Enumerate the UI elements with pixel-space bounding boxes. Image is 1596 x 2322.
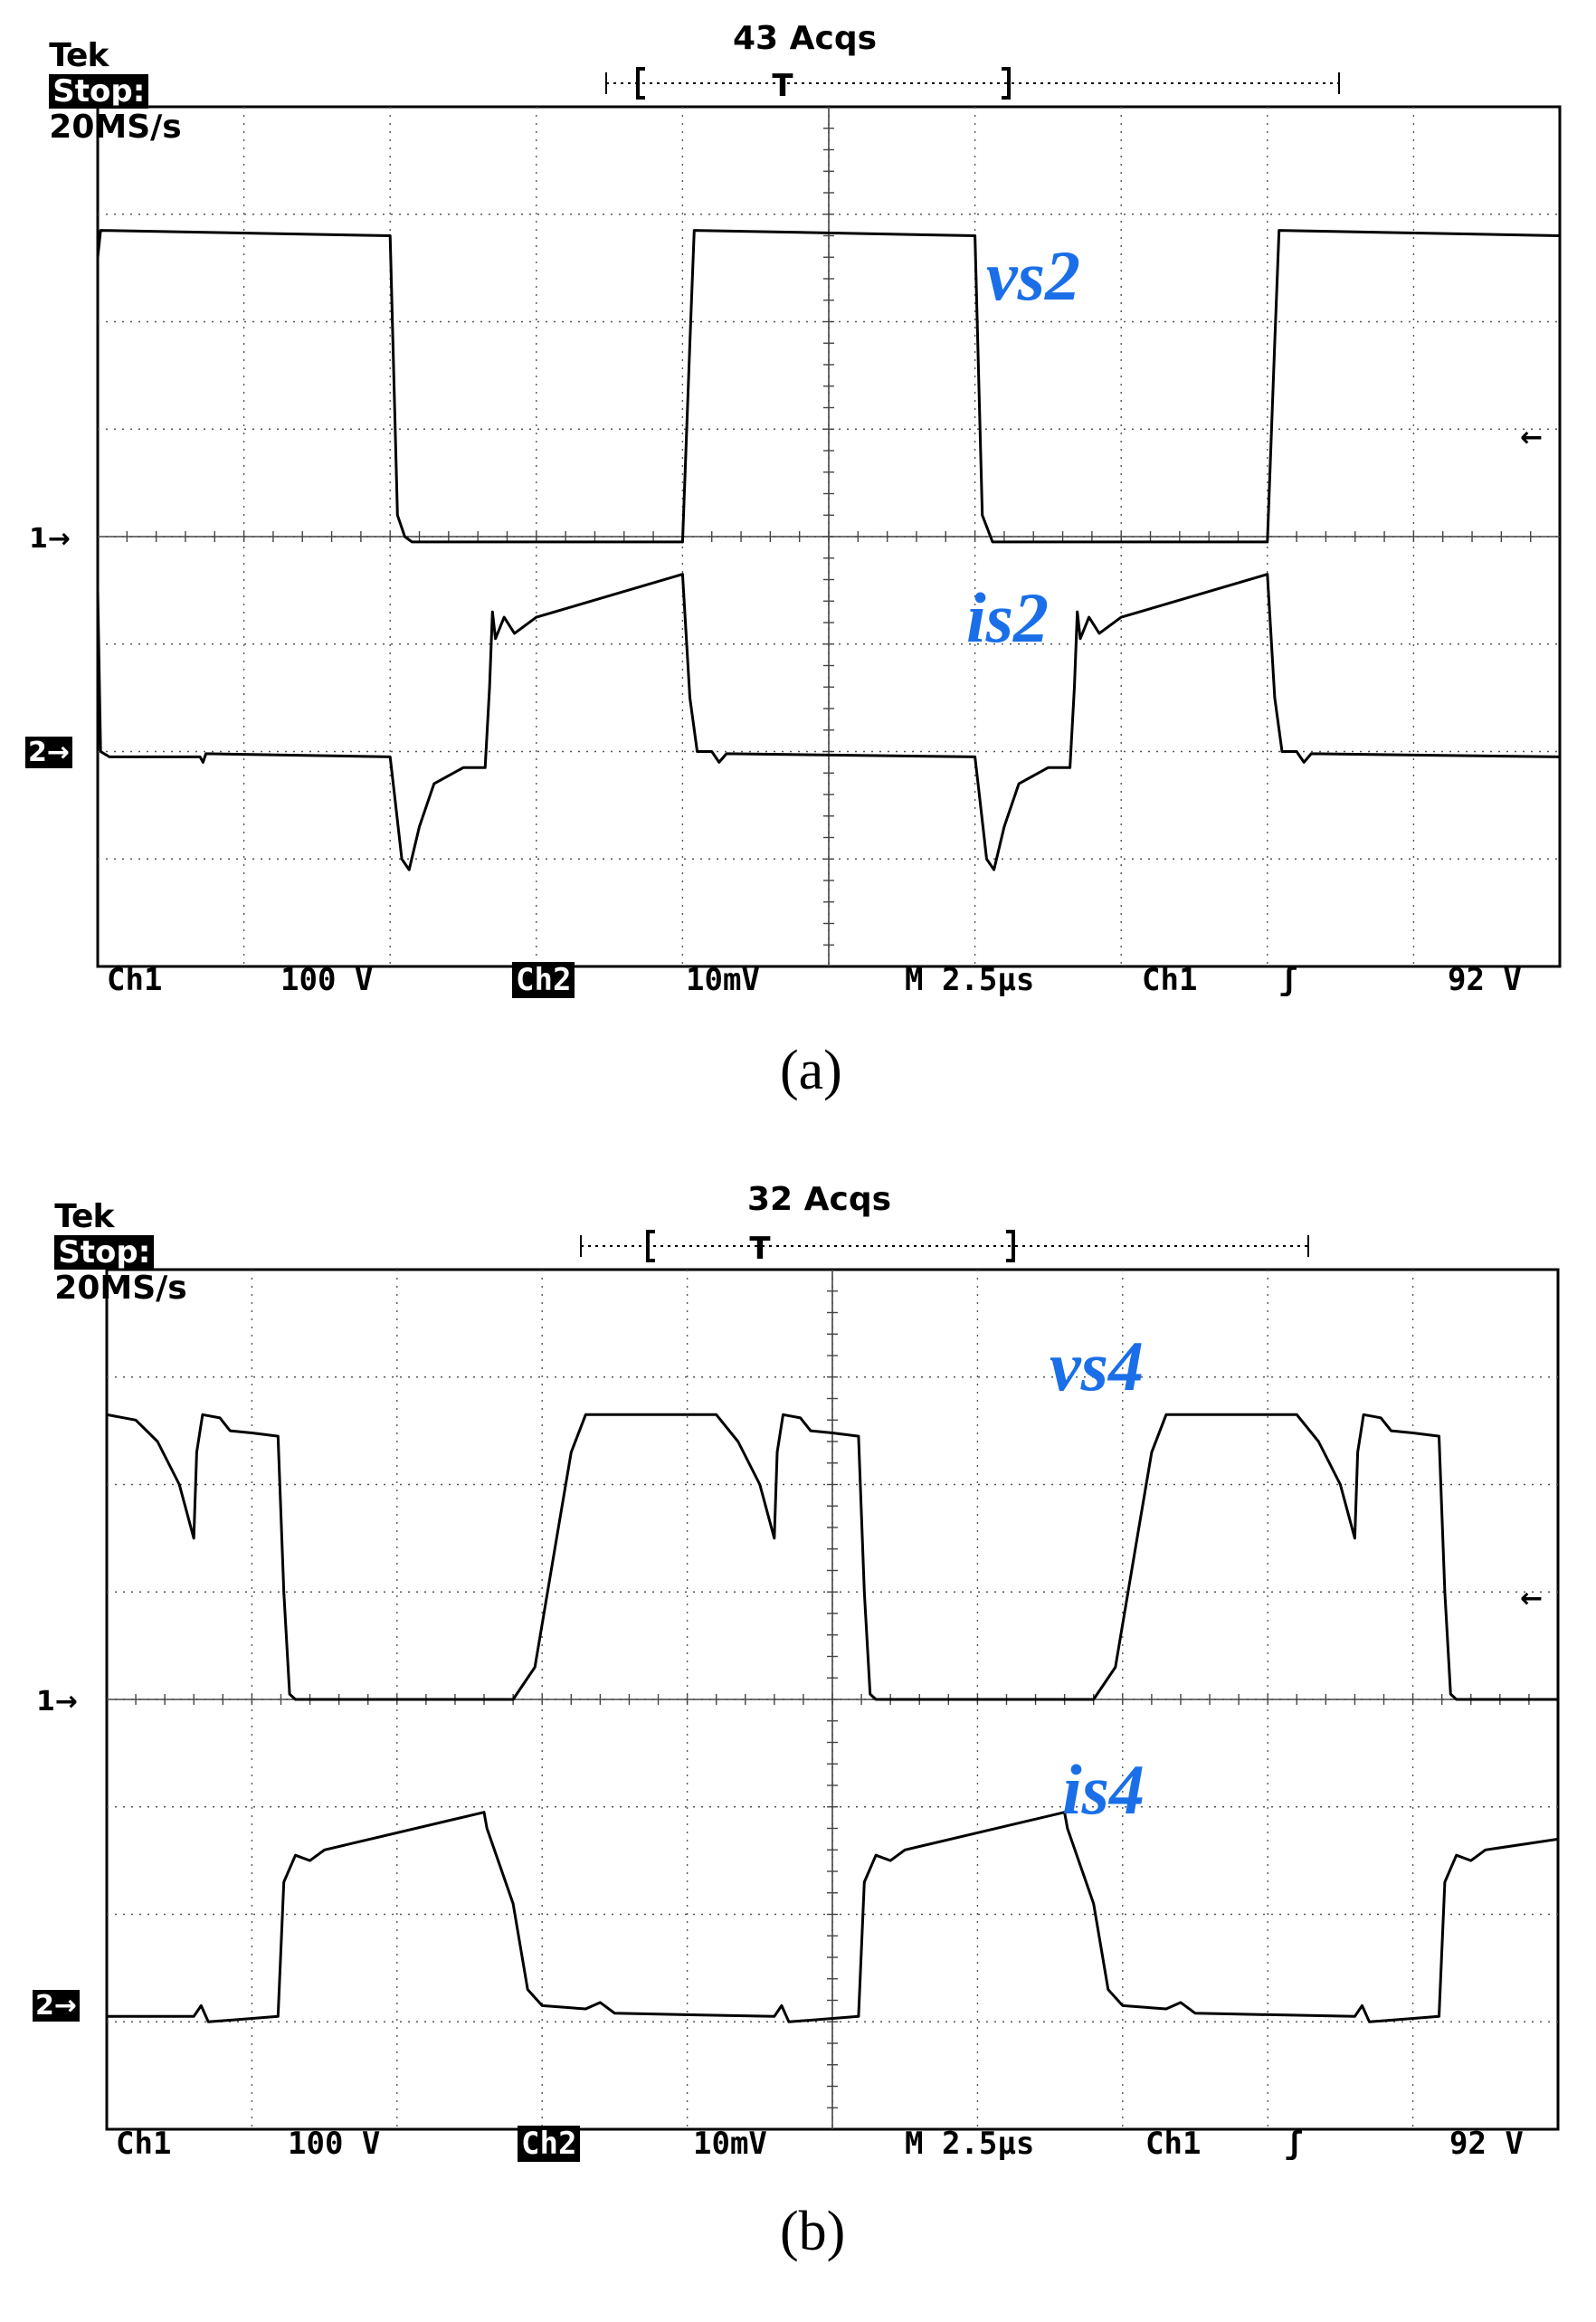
footer-ch2-scale: 10mV xyxy=(693,2126,767,2162)
footer-timebase: M 2.5µs xyxy=(905,2126,1035,2162)
trace-is4 xyxy=(107,1811,1559,2023)
footer-ch2-scale: 10mV xyxy=(686,962,760,998)
scope-display-b: T xyxy=(105,1230,1560,2131)
ch2-ground-marker: 2→ xyxy=(33,1990,81,2022)
view-bracket-right xyxy=(1002,67,1011,100)
brand-label: Tek xyxy=(54,1198,114,1235)
trace-vs2 xyxy=(96,229,1561,544)
header-a: Tek Stop: 20MS/s xyxy=(29,20,182,163)
series-label-vs4: vs4 xyxy=(1050,1327,1144,1405)
header-b: Tek Stop: 20MS/s xyxy=(34,1181,187,1324)
trigger-position-marker: T xyxy=(749,1231,771,1267)
footer-ch1-scale: 100 V xyxy=(280,962,374,998)
trace-is2 xyxy=(96,573,1561,871)
view-bracket-right xyxy=(1006,1230,1015,1262)
trigger-position-marker: T xyxy=(772,68,793,104)
series-label-is4: is4 xyxy=(1062,1750,1145,1829)
stop-badge: Stop: xyxy=(49,74,149,109)
series-label-vs2: vs2 xyxy=(986,236,1080,315)
scope-panel-b: Tek Stop: 20MS/s 32 Acqs T 1→ 2→ ← vs4 i… xyxy=(0,1161,1596,2322)
footer-ch1: Ch1 xyxy=(107,962,163,998)
footer-timebase: M 2.5µs xyxy=(905,962,1035,998)
acquisitions-count: 32 Acqs xyxy=(747,1181,892,1218)
ch1-ground-marker: 1→ xyxy=(29,523,71,555)
panel-caption-a: (a) xyxy=(780,1040,842,1101)
view-bracket-left xyxy=(646,1230,655,1262)
trace-vs4 xyxy=(106,1413,1558,1701)
scope-panel-a: Tek Stop: 20MS/s 43 Acqs T 1→ 2→ ← vs2 i… xyxy=(25,20,1562,1101)
footer-ch1: Ch1 xyxy=(116,2126,172,2162)
sample-rate: 20MS/s xyxy=(54,1270,187,1307)
footer-trigger-source: Ch1 xyxy=(1145,2126,1202,2162)
footer-trigger-slope: ʃ xyxy=(1279,962,1298,998)
acquisitions-count: 43 Acqs xyxy=(733,20,878,57)
footer-trigger-source: Ch1 xyxy=(1142,962,1198,998)
sample-rate: 20MS/s xyxy=(49,109,182,146)
footer-ch1-scale: 100 V xyxy=(288,2126,381,2162)
stop-badge: Stop: xyxy=(54,1235,155,1270)
trigger-level-marker: ← xyxy=(1520,422,1544,453)
footer-trigger-slope: ʃ xyxy=(1285,2126,1304,2162)
scope-display-a: T xyxy=(96,67,1562,968)
footer-ch2: Ch2 xyxy=(512,962,575,998)
ch2-ground-marker: 2→ xyxy=(25,737,73,768)
ch1-ground-marker: 1→ xyxy=(36,1686,79,1718)
view-bracket-left xyxy=(636,67,645,100)
trigger-level-marker: ← xyxy=(1520,1583,1544,1614)
footer-trigger-level: 92 V xyxy=(1449,2126,1524,2162)
panel-caption-b: (b) xyxy=(780,2201,846,2262)
brand-label: Tek xyxy=(49,37,109,74)
footer-ch2: Ch2 xyxy=(518,2126,581,2162)
series-label-is2: is2 xyxy=(966,578,1050,657)
footer-trigger-level: 92 V xyxy=(1448,962,1522,998)
